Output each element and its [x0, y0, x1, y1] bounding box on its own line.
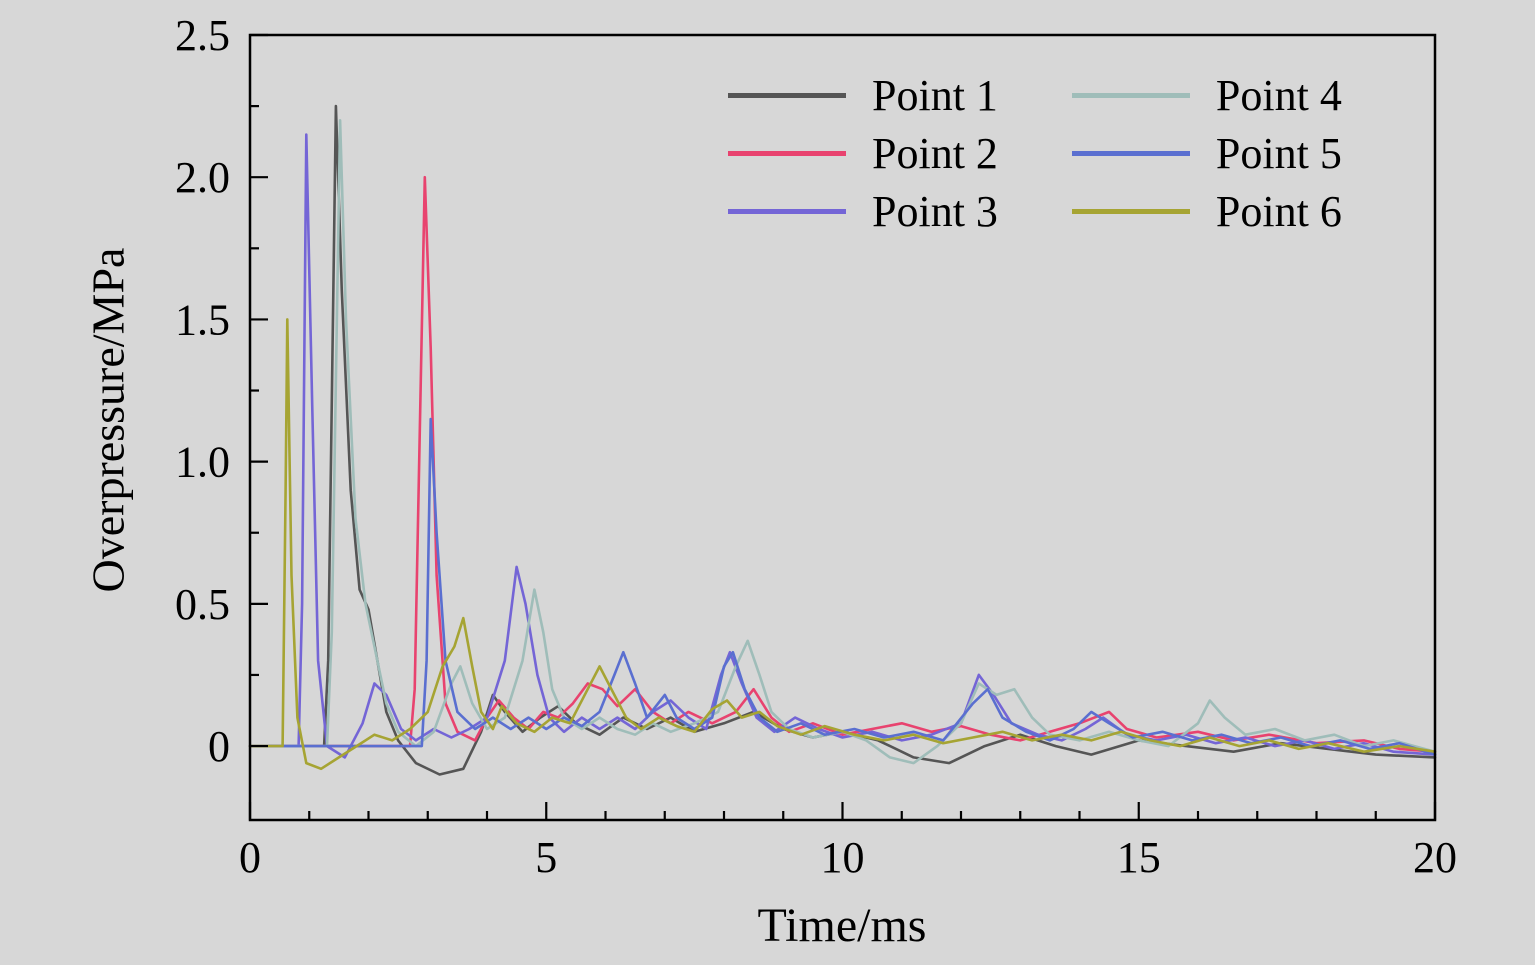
x-tick-label: 20 [1413, 833, 1457, 882]
legend-item-point-6: Point 6 [1071, 186, 1342, 236]
y-tick-label: 2.5 [175, 11, 230, 60]
legend-label: Point 2 [872, 128, 998, 178]
y-tick-label: 0 [208, 722, 230, 771]
y-tick-label: 1.5 [175, 295, 230, 344]
legend-item-point-1: Point 1 [728, 70, 998, 120]
y-tick-label: 1.0 [175, 438, 230, 487]
x-tick-label: 0 [239, 833, 261, 882]
legend-label: Point 1 [872, 70, 998, 120]
legend-item-point-2: Point 2 [728, 128, 998, 178]
legend: Point 1 Point 2 Point 3 Point 4 Point 5 Point… [728, 70, 1342, 236]
series-line-point-5 [248, 417, 1437, 756]
y-tick-label: 0.5 [175, 580, 230, 629]
legend-label: Point 4 [1215, 70, 1342, 120]
series-line-point-6 [248, 318, 1437, 771]
legend-label: Point 6 [1215, 186, 1342, 236]
legend-swatch [728, 92, 846, 98]
legend-swatch [1071, 150, 1190, 156]
legend-swatch [728, 150, 846, 156]
legend-swatch [728, 208, 846, 214]
series-line-point-2 [248, 175, 1437, 754]
x-tick-label: 10 [821, 833, 865, 882]
y-axis-label: Overpressure/MPa [82, 247, 134, 593]
legend-item-point-4: Point 4 [1071, 70, 1342, 120]
x-tick-label: 15 [1117, 833, 1161, 882]
x-tick-label: 5 [535, 833, 557, 882]
legend-swatch [1071, 208, 1190, 214]
legend-swatch [1071, 92, 1190, 98]
x-axis-label: Time/ms [757, 899, 927, 952]
y-tick-label: 2.0 [175, 153, 230, 202]
legend-item-point-3: Point 3 [728, 186, 998, 236]
legend-item-point-5: Point 5 [1071, 128, 1342, 178]
legend-label: Point 3 [872, 186, 998, 236]
legend-label: Point 5 [1215, 128, 1342, 178]
